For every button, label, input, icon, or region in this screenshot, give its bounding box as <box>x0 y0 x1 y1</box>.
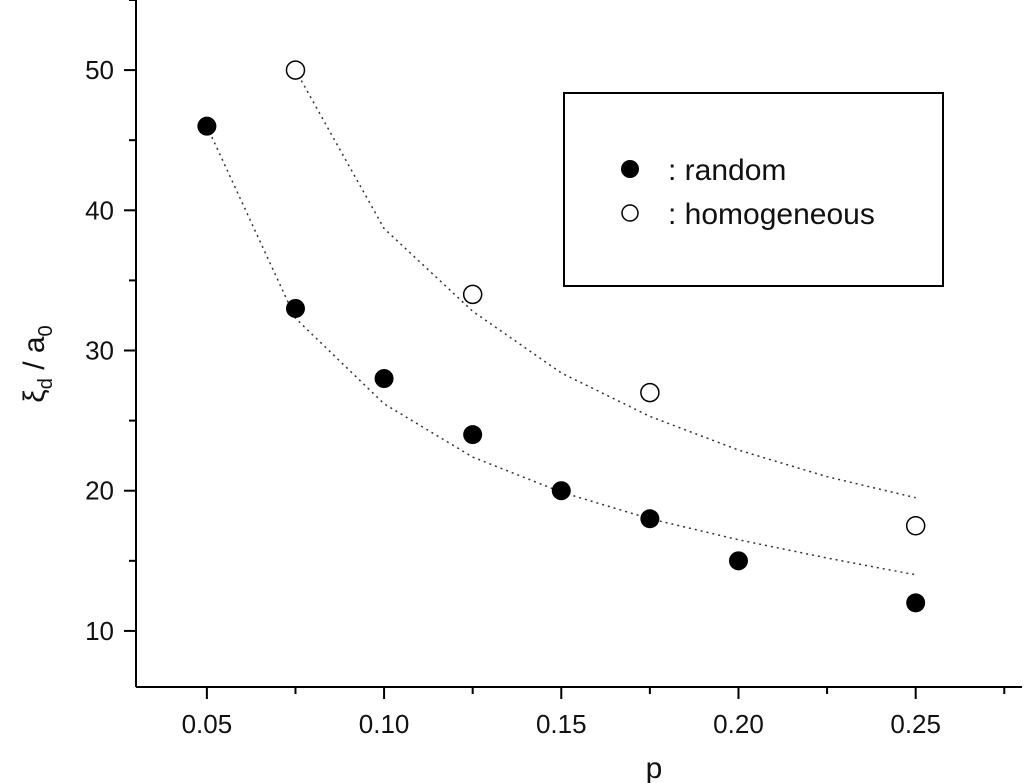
x-tick-label: 0.20 <box>713 709 764 739</box>
point-random <box>197 116 217 136</box>
y-tick-label: 30 <box>85 336 114 366</box>
x-tick-label: 0.10 <box>359 709 410 739</box>
y-axis-title-base-sub: d <box>35 378 57 389</box>
x-tick-label: 0.25 <box>890 709 941 739</box>
point-homogeneous <box>905 516 926 536</box>
x-tick-labels: 0.05 0.10 0.15 0.20 0.25 <box>182 709 941 739</box>
point-random <box>906 593 926 613</box>
legend-marker-random <box>621 160 639 178</box>
legend: : random : homogeneous <box>563 92 944 287</box>
y-axis-title-sep-sub: 0 <box>35 325 57 336</box>
legend-marker-homogeneous <box>621 204 639 222</box>
y-tick-labels: 10 20 30 40 50 <box>85 55 114 646</box>
axes <box>124 0 1022 699</box>
fit-line-series-0 <box>206 125 916 576</box>
point-homogeneous <box>285 60 306 80</box>
y-tick-label: 50 <box>85 55 114 85</box>
legend-label-random: : random <box>668 154 786 187</box>
y-tick-label: 40 <box>85 195 114 225</box>
point-random <box>285 298 305 318</box>
fit-lines <box>206 69 916 576</box>
point-random <box>551 481 571 501</box>
x-tick-label: 0.15 <box>536 709 587 739</box>
point-random <box>374 369 394 389</box>
legend-box <box>563 92 944 287</box>
point-random <box>728 551 748 571</box>
y-tick-label: 10 <box>85 616 114 646</box>
x-axis-title: p <box>646 752 663 783</box>
y-axis-title: ξd / a0 <box>18 325 57 402</box>
y-axis-title-sep: / a <box>18 336 51 378</box>
y-tick-label: 20 <box>85 476 114 506</box>
point-random <box>640 509 660 529</box>
x-tick-label: 0.05 <box>182 709 233 739</box>
point-homogeneous <box>462 284 483 305</box>
legend-label-homogeneous: : homogeneous <box>668 198 875 231</box>
point-homogeneous <box>640 382 660 403</box>
data-points <box>197 60 926 613</box>
y-axis-title-base: ξ <box>18 389 51 402</box>
point-random <box>463 425 483 445</box>
